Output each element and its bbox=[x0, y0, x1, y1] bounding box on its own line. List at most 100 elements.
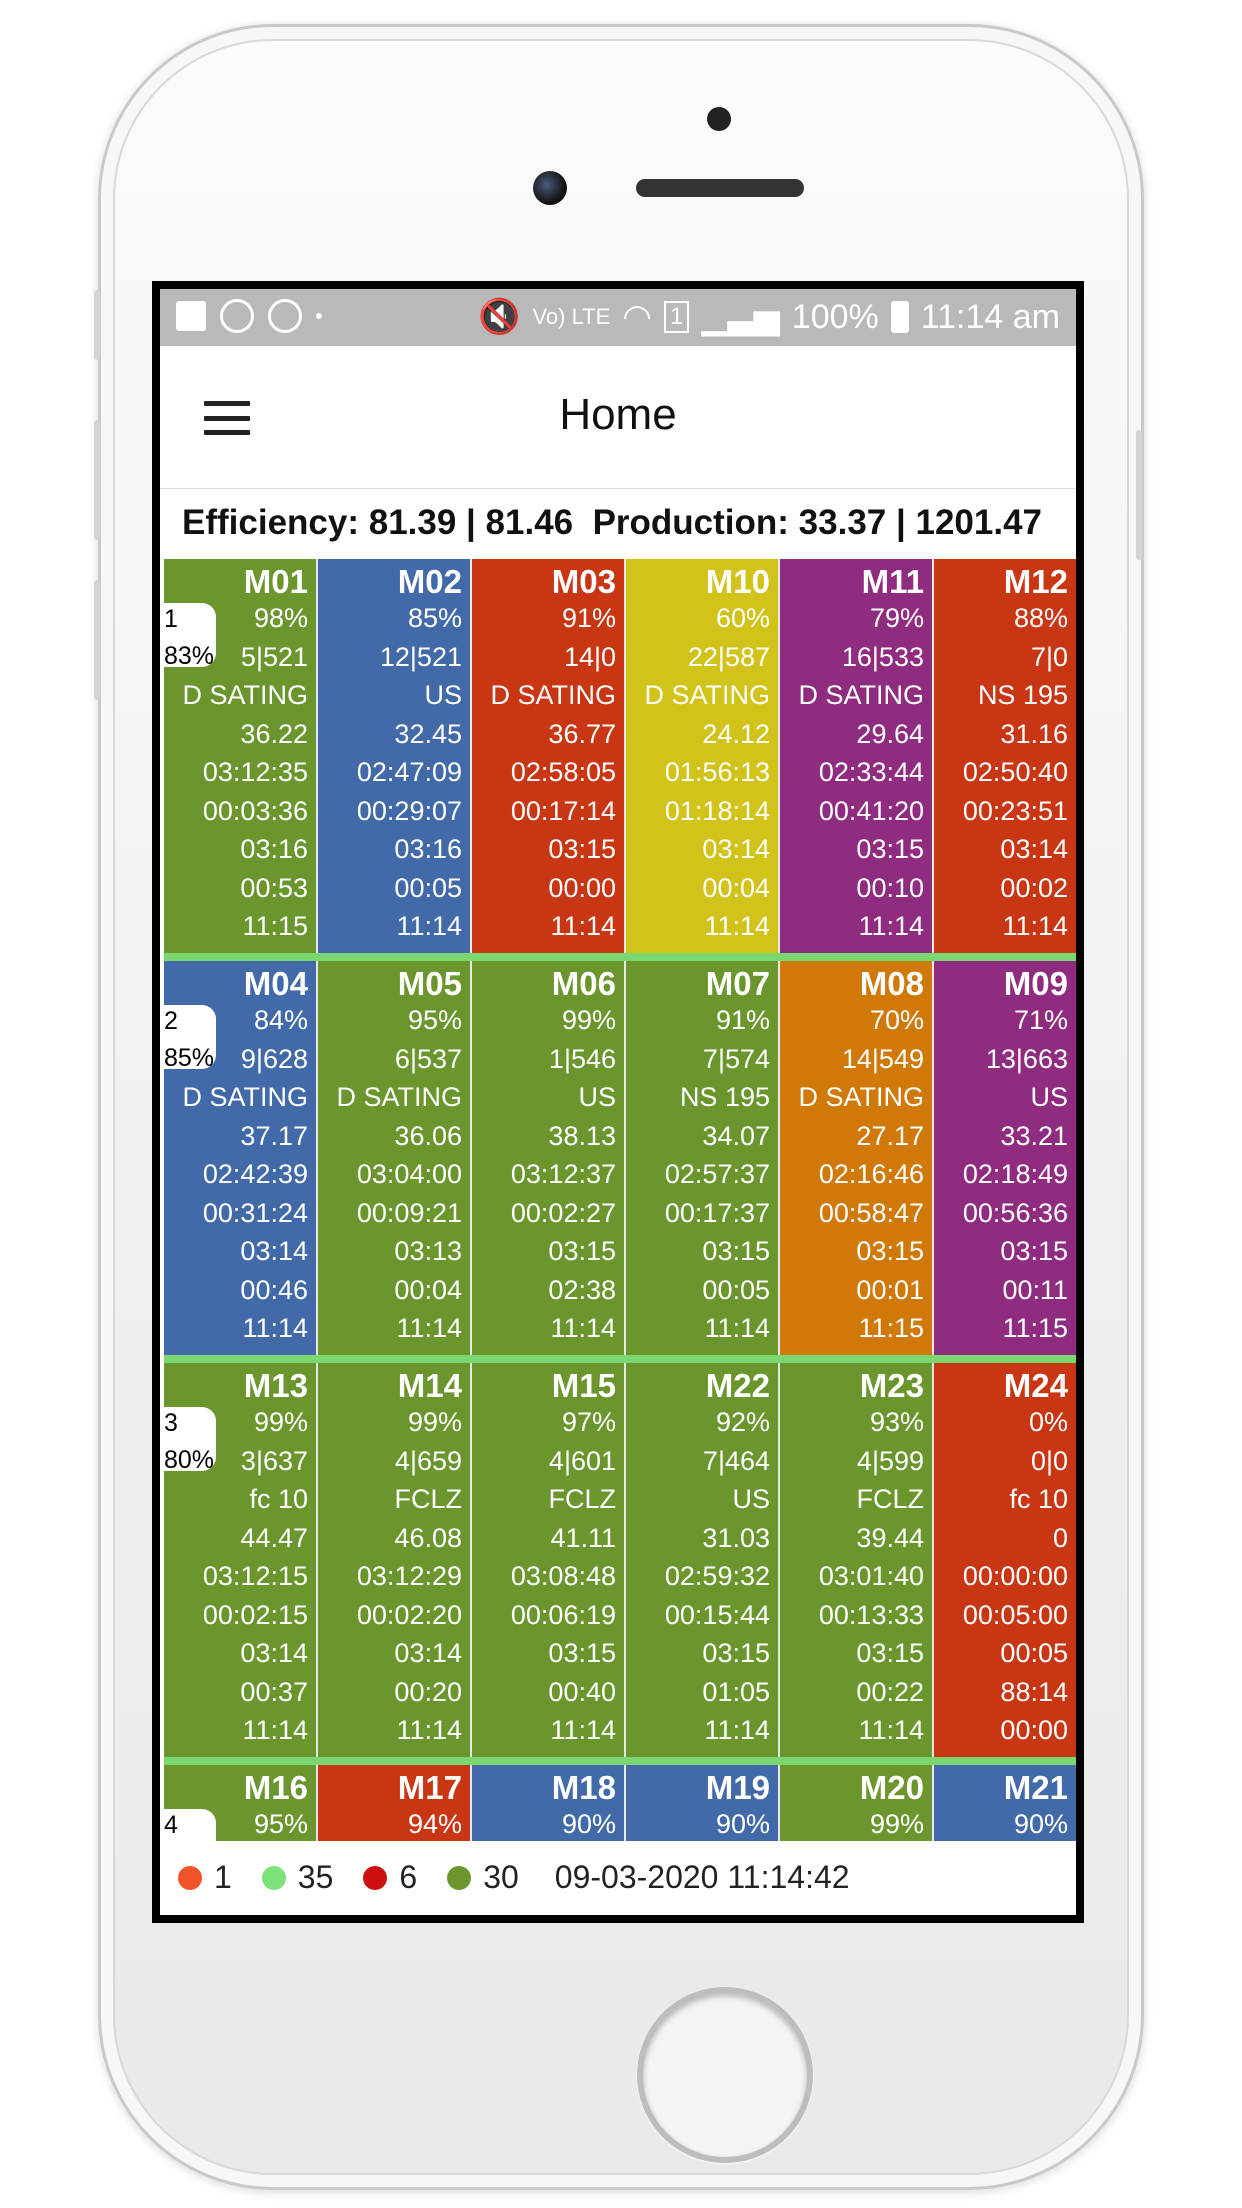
battery-icon bbox=[890, 301, 909, 333]
machine-tile-m14[interactable]: M14 99% 4|659 FCLZ 46.08 03:12:29 00:02:20 03:1… bbox=[318, 1363, 472, 1757]
machine-value: 3|637 bbox=[240, 1445, 308, 1476]
machine-tile-m04[interactable]: M04 84% 9|628 D SATING 37.17 02:42:39 00:31:24… bbox=[164, 961, 318, 1355]
clock: 11:14 am bbox=[920, 297, 1060, 336]
machine-value: 4|659 bbox=[394, 1445, 462, 1476]
machine-tile-m12[interactable]: M12 88% 7|0 NS 195 31.16 02:50:40 00:23:51 03:1… bbox=[934, 559, 1076, 953]
machine-value: 11:14 bbox=[396, 911, 462, 941]
mute-switch bbox=[94, 290, 100, 360]
machine-row: M04 84% 9|628 D SATING 37.17 02:42:39 00:31:24… bbox=[164, 961, 1076, 1355]
line-badge bbox=[164, 1005, 216, 1069]
machine-value: 88% bbox=[1013, 603, 1068, 633]
mute-icon: 🔇 bbox=[478, 298, 521, 336]
earpiece-speaker bbox=[636, 179, 804, 197]
home-button[interactable] bbox=[637, 1987, 813, 2163]
machine-value: 34.07 bbox=[702, 1120, 770, 1151]
machine-name: M02 bbox=[397, 563, 462, 600]
machine-tile-m16[interactable]: M16 95% 4 bbox=[164, 1765, 318, 1841]
machine-tile-m23[interactable]: M23 93% 4|599 FCLZ 39.44 03:01:40 00:13:33 03:1… bbox=[780, 1363, 934, 1757]
machine-tile-m09[interactable]: M09 71% 13|663 US 33.21 02:18:49 00:56:36 03:15… bbox=[934, 961, 1076, 1355]
machine-tile-m11[interactable]: M11 79% 16|533 D SATING 29.64 02:33:44 00:41:2… bbox=[780, 559, 934, 953]
machine-name: M18 bbox=[551, 1769, 616, 1806]
machine-name: M06 bbox=[551, 965, 616, 1002]
legend-count: 30 bbox=[483, 1859, 519, 1895]
machine-tile-m13[interactable]: M13 99% 3|637 fc 10 44.47 03:12:15 00:02:15 03:… bbox=[164, 1363, 318, 1757]
machine-tile-m17[interactable]: M17 94% bbox=[318, 1765, 472, 1841]
machine-value: 24.12 bbox=[702, 718, 770, 749]
machine-value: 01:05 bbox=[702, 1676, 770, 1707]
machine-value: 00:53 bbox=[240, 872, 308, 903]
machine-tile-m20[interactable]: M20 99% bbox=[780, 1765, 934, 1841]
machine-value: 03:14 bbox=[1000, 834, 1068, 864]
machine-value: 4|601 bbox=[548, 1445, 616, 1476]
machine-value: 16|533 bbox=[841, 641, 924, 672]
machine-tile-m15[interactable]: M15 97% 4|601 FCLZ 41.11 03:08:48 00:06:19 03:1… bbox=[472, 1363, 626, 1757]
machine-value: 03:15 bbox=[548, 834, 616, 864]
machine-value: 31.03 bbox=[702, 1522, 770, 1553]
machine-value: D SATING bbox=[336, 1082, 462, 1112]
flipboard-icon bbox=[176, 301, 206, 331]
machine-name: M15 bbox=[551, 1367, 616, 1404]
machine-value: 7|0 bbox=[1030, 641, 1068, 672]
machine-value: 03:15 bbox=[856, 1236, 924, 1266]
machine-tile-m01[interactable]: M01 98% 5|521 D SATING 36.22 03:12:35 00:03:36… bbox=[164, 559, 318, 953]
machine-value: 7|464 bbox=[702, 1445, 770, 1476]
machine-tile-m03[interactable]: M03 91% 14|0 D SATING 36.77 02:58:05 00:17:14 0… bbox=[472, 559, 626, 953]
machine-name: M22 bbox=[705, 1367, 770, 1404]
machine-tile-m07[interactable]: M07 91% 7|574 NS 195 34.07 02:57:37 00:17:37 03… bbox=[626, 961, 780, 1355]
machine-value: 03:15 bbox=[1000, 1236, 1068, 1266]
machine-value: 90% bbox=[561, 1809, 616, 1839]
machine-value: 03:14 bbox=[394, 1638, 462, 1668]
machine-value: D SATING bbox=[182, 680, 308, 710]
machine-tile-m02[interactable]: M02 85% 12|521 US 32.45 02:47:09 00:29:07 03:16… bbox=[318, 559, 472, 953]
machine-value: 02:57:37 bbox=[664, 1159, 770, 1189]
machine-tile-m08[interactable]: M08 70% 14|549 D SATING 27.17 02:16:46 00:58:4… bbox=[780, 961, 934, 1355]
machine-value: fc 10 bbox=[249, 1484, 308, 1514]
volte-icon: Vo) LTE bbox=[532, 304, 611, 329]
machine-value: 11:14 bbox=[704, 1313, 770, 1343]
machine-name: M05 bbox=[397, 965, 462, 1002]
machine-name: M21 bbox=[1003, 1769, 1068, 1806]
machine-tile-m24[interactable]: M24 0% 0|0 fc 10 0 00:00:00 00:05:00 00:05 88:14… bbox=[934, 1363, 1076, 1757]
menu-icon[interactable] bbox=[204, 401, 250, 435]
machine-value: 00:22 bbox=[856, 1676, 924, 1707]
signal-icon: ▁▃▅ bbox=[701, 298, 780, 336]
machine-row: M01 98% 5|521 D SATING 36.22 03:12:35 00:03:36… bbox=[164, 559, 1076, 953]
machine-value: 36.06 bbox=[394, 1120, 462, 1151]
machine-value: 12|521 bbox=[379, 641, 462, 672]
machine-value: 13|663 bbox=[985, 1043, 1068, 1074]
machine-value: 03:12:29 bbox=[356, 1561, 462, 1591]
machine-tile-m21[interactable]: M21 90% bbox=[934, 1765, 1076, 1841]
legend-item: 1 bbox=[178, 1859, 232, 1896]
machine-value: fc 10 bbox=[1009, 1484, 1068, 1514]
machine-value: US bbox=[1030, 1082, 1068, 1112]
efficiency-production-text: Efficiency: 81.39 | 81.46 Production: 33… bbox=[182, 503, 1043, 542]
machine-name: M04 bbox=[243, 965, 308, 1002]
machine-value: 6|537 bbox=[394, 1043, 462, 1074]
machine-value: 02:33:44 bbox=[818, 757, 924, 787]
machine-tile-m06[interactable]: M06 99% 1|546 US 38.13 03:12:37 00:02:27 03:15 0… bbox=[472, 961, 626, 1355]
machine-value: 03:12:15 bbox=[202, 1561, 308, 1591]
machine-value: 14|0 bbox=[563, 641, 616, 672]
machine-tile-m05[interactable]: M05 95% 6|537 D SATING 36.06 03:04:00 00:09:21… bbox=[318, 961, 472, 1355]
machine-name: M17 bbox=[397, 1769, 462, 1806]
machine-value: 90% bbox=[715, 1809, 770, 1839]
machine-name: M08 bbox=[859, 965, 924, 1002]
status-bar: 🔇 Vo) LTE ◠ 1 ▁▃▅ 100% 11:14 am bbox=[160, 289, 1076, 346]
machine-value: 00:02:15 bbox=[202, 1599, 308, 1630]
machine-value: 36.22 bbox=[240, 718, 308, 749]
line-badge-number: 4 bbox=[164, 1811, 178, 1839]
machine-value: 0% bbox=[1028, 1407, 1068, 1437]
machine-value: 00:56:36 bbox=[962, 1197, 1068, 1228]
machine-tile-m18[interactable]: M18 90% bbox=[472, 1765, 626, 1841]
machine-value: 00:06:19 bbox=[510, 1599, 616, 1630]
machine-value: 98% bbox=[253, 603, 308, 633]
machine-value: 99% bbox=[561, 1005, 616, 1035]
machine-value: 88:14 bbox=[1000, 1676, 1068, 1707]
machine-value: 00:15:44 bbox=[664, 1599, 770, 1630]
machine-value: 00:02:20 bbox=[356, 1599, 462, 1630]
machine-tile-m22[interactable]: M22 92% 7|464 US 31.03 02:59:32 00:15:44 03:15 0… bbox=[626, 1363, 780, 1757]
machine-tile-m19[interactable]: M19 90% bbox=[626, 1765, 780, 1841]
machine-tile-m10[interactable]: M10 60% 22|587 D SATING 24.12 01:56:13 01:18:1… bbox=[626, 559, 780, 953]
machine-value: 03:01:40 bbox=[818, 1561, 924, 1591]
machine-value: 9|628 bbox=[240, 1043, 308, 1074]
